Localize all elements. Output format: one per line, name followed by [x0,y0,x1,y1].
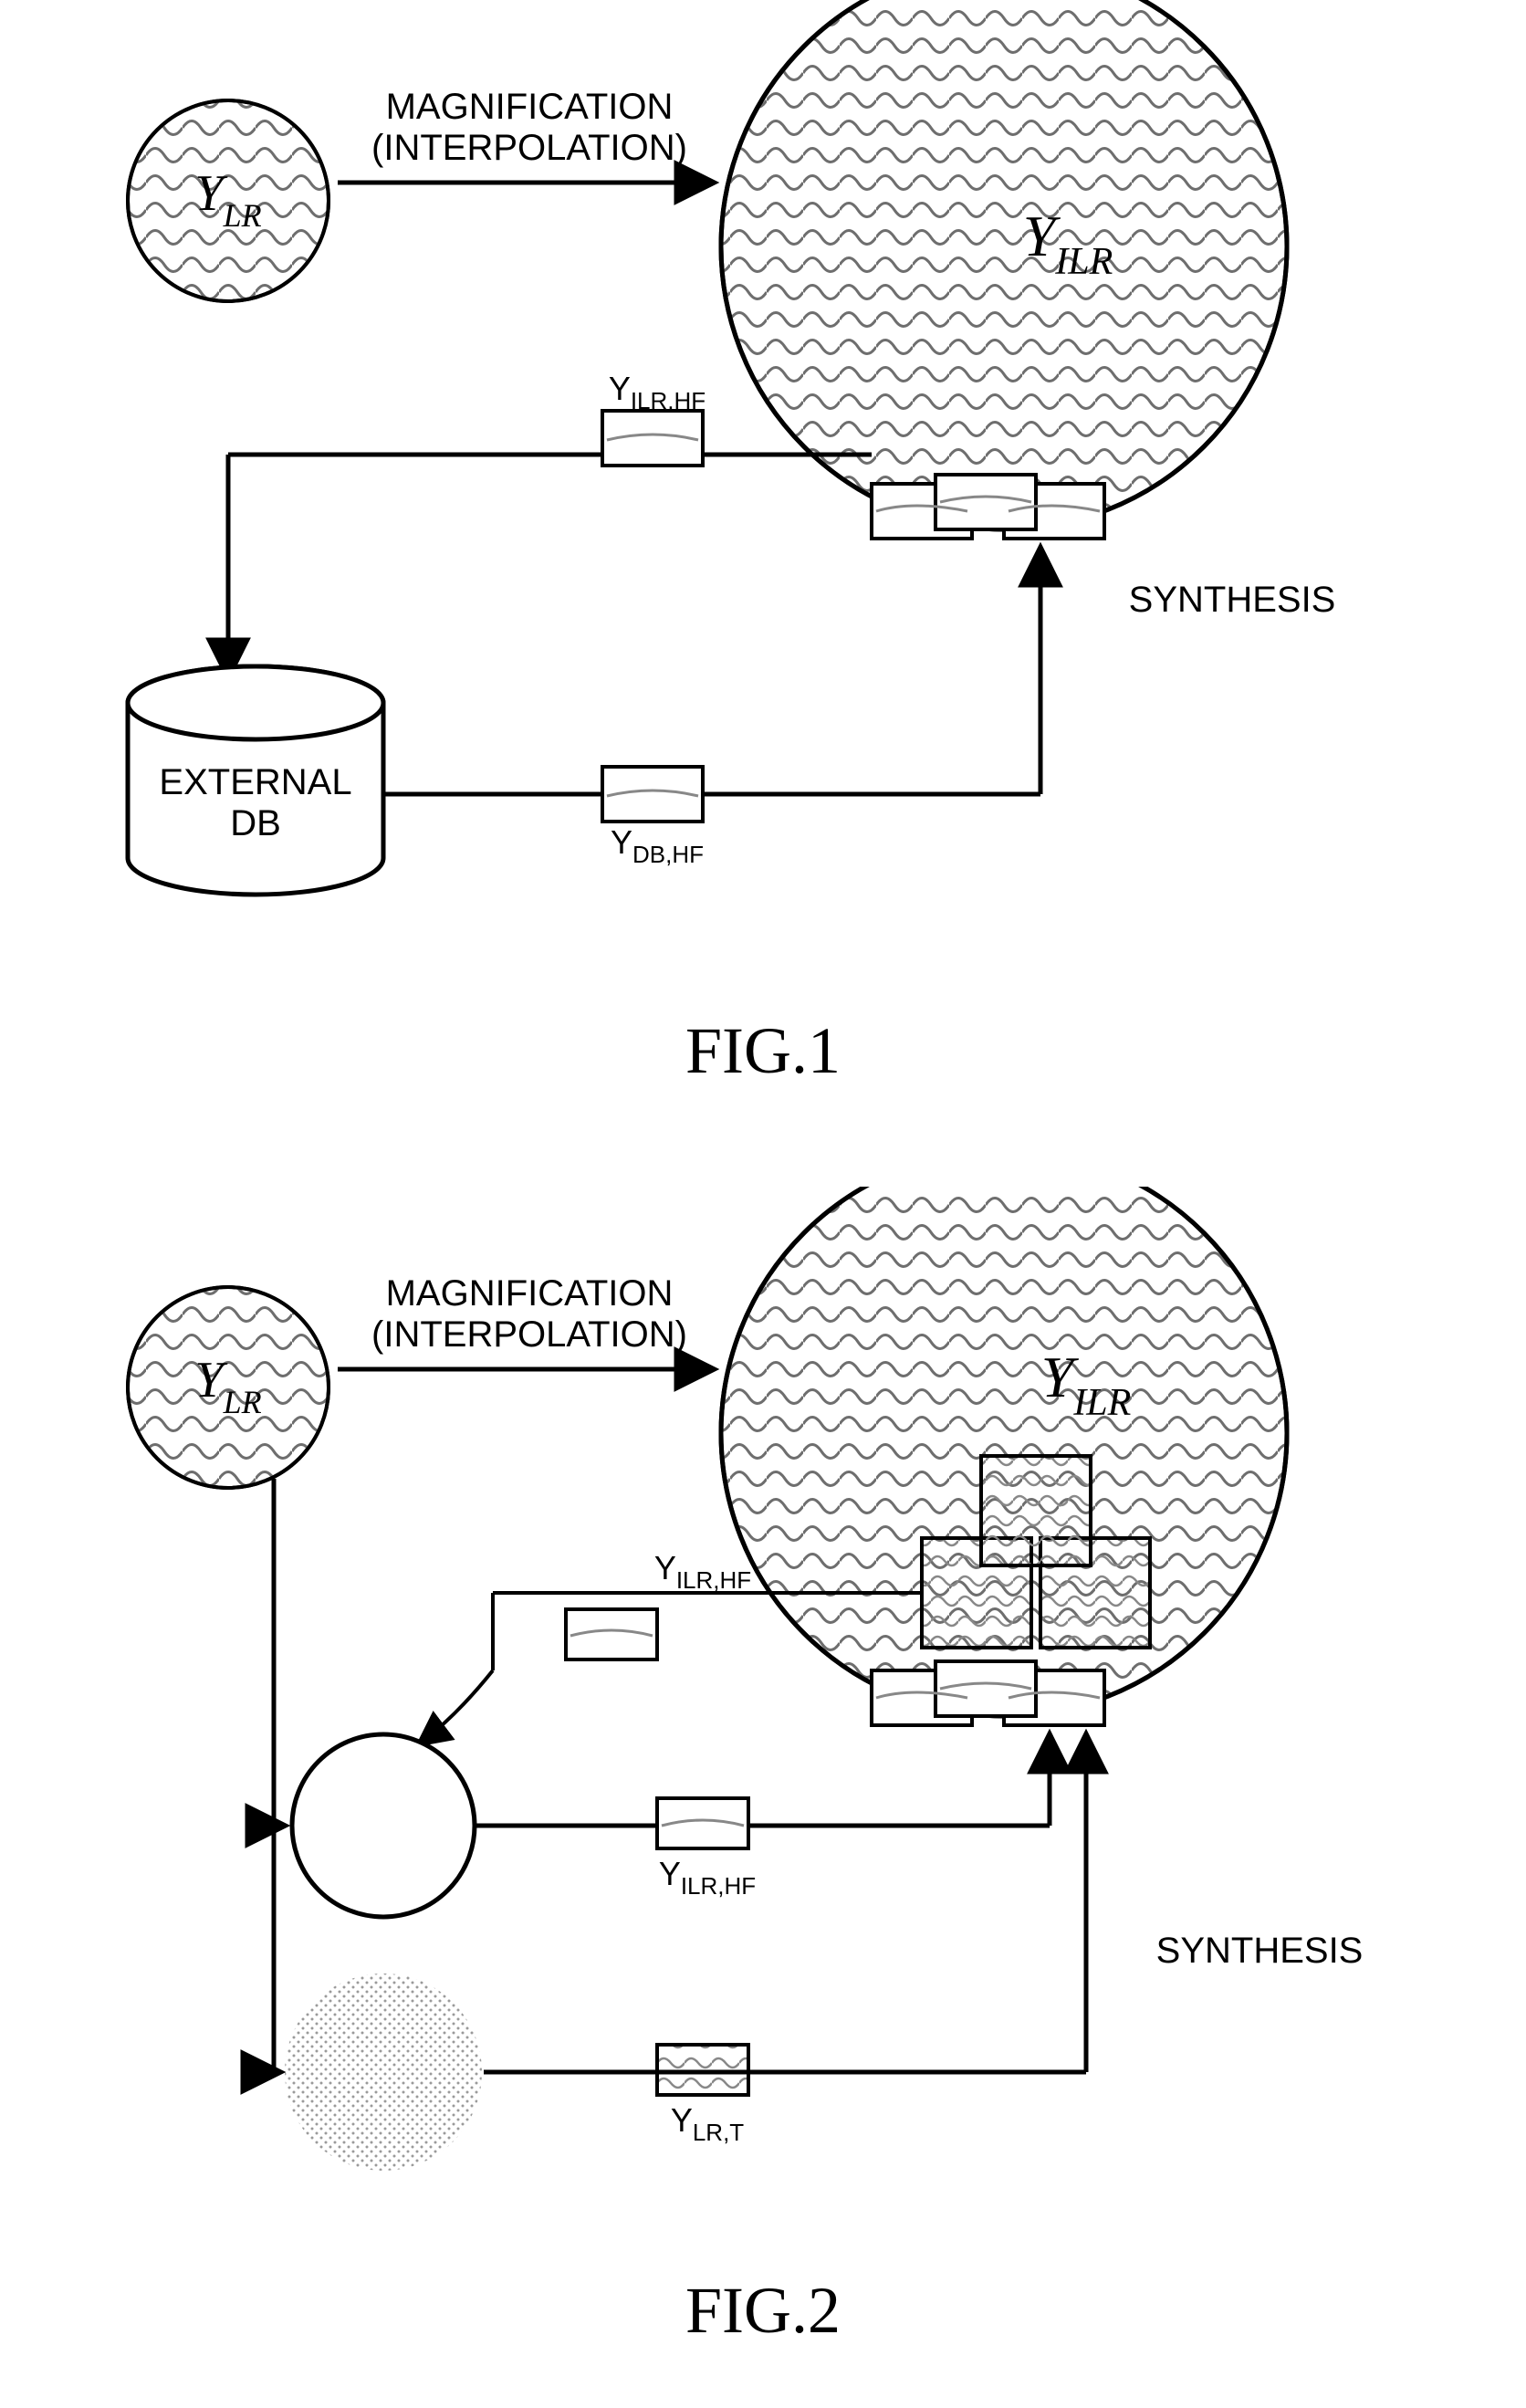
yilr-sub-2: ILR [1072,1382,1131,1424]
patch2-label: Y [659,1855,681,1892]
magnification-label-2: (INTERPOLATION) [371,128,687,168]
patch3-rect [657,2045,748,2095]
fig1-caption: FIG.1 [0,1013,1526,1089]
synthesis-patches [872,475,1104,539]
magnification-label-2b: (INTERPOLATION) [371,1314,687,1355]
synthesis-label-2: SYNTHESIS [1156,1931,1364,1971]
db-line2: DB [230,803,281,843]
patch2-text: YILR,HF [659,1855,756,1900]
patch3-label: Y [671,2101,693,2139]
external-db: EXTERNAL DB [128,666,383,895]
magnification-label-1b: MAGNIFICATION [386,1273,674,1314]
patch3-sub: LR,T [693,2119,744,2146]
patch1-rect [566,1609,657,1659]
fig2-row1-intoopen [420,1670,493,1743]
patch1-text: YILR,HF [654,1549,751,1594]
patch-bottom-sub: DB,HF [632,841,704,868]
patch-top: YILR,HF [602,370,706,466]
svg-text:YDB,HF: YDB,HF [611,823,704,868]
patch1-sub: ILR,HF [676,1566,751,1594]
fig2-svg: YLR YILR MAGNIFICATION (INTERPOLATION) Y… [0,1187,1526,2373]
patch-top-label: Y [609,370,631,407]
patch2-sub: ILR,HF [681,1872,756,1900]
patch1-label: Y [654,1549,676,1586]
patch-bottom: YDB,HF [602,767,704,868]
patch3-text: YLR,T [671,2101,744,2146]
patch2-rect [657,1798,748,1848]
magnification-label-1: MAGNIFICATION [386,87,674,127]
synthesis-patches-2 [872,1661,1104,1725]
svg-text:YILR,HF: YILR,HF [609,370,706,414]
open-circle [292,1734,475,1917]
patch-bottom-label: Y [611,823,632,861]
ylr-sub: LR [223,197,262,234]
db-line1: EXTERNAL [159,762,351,802]
ylr-sub-2: LR [223,1384,262,1420]
yilr-sub: ILR [1054,241,1113,283]
fig1-svg: YLR YILR MAGNIFICATION (INTERPOLATION) Y… [0,0,1526,1095]
synthesis-label: SYNTHESIS [1129,580,1336,620]
patch-top-sub: ILR,HF [631,387,706,414]
ylr-circle: YLR [110,82,347,319]
dotted-circle [274,1963,493,2182]
fig2-caption: FIG.2 [0,2273,1526,2349]
ylr-circle-2: YLR [110,1269,347,1506]
